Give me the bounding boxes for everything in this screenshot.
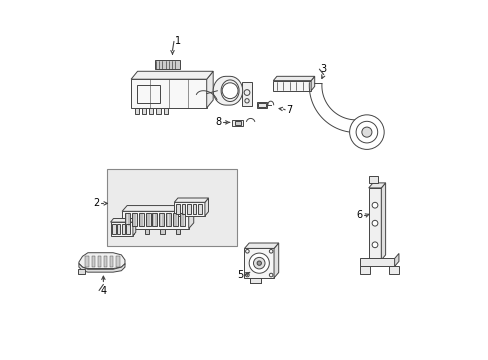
- Polygon shape: [79, 253, 125, 269]
- Bar: [187, 204, 190, 214]
- Polygon shape: [206, 71, 213, 108]
- Bar: [359, 258, 394, 266]
- Bar: [156, 108, 160, 114]
- Polygon shape: [133, 219, 136, 236]
- Bar: [112, 224, 115, 234]
- Circle shape: [361, 127, 371, 137]
- Text: 4: 4: [100, 285, 106, 296]
- Bar: [231, 120, 243, 126]
- Bar: [152, 213, 157, 226]
- Bar: [249, 278, 260, 283]
- Bar: [234, 121, 240, 125]
- Circle shape: [249, 253, 269, 273]
- Bar: [134, 108, 139, 114]
- Bar: [107, 169, 236, 246]
- Polygon shape: [310, 76, 314, 91]
- Polygon shape: [242, 82, 251, 106]
- Bar: [110, 222, 133, 236]
- Bar: [132, 213, 137, 226]
- Bar: [122, 211, 188, 229]
- Bar: [192, 204, 196, 214]
- Bar: [154, 60, 179, 69]
- Bar: [131, 79, 206, 108]
- Text: 5: 5: [237, 270, 243, 280]
- Bar: [198, 204, 201, 214]
- Bar: [368, 176, 378, 183]
- Bar: [149, 108, 153, 114]
- Bar: [163, 108, 167, 114]
- Text: 8: 8: [215, 117, 221, 127]
- Text: 3: 3: [320, 64, 326, 74]
- Polygon shape: [244, 243, 278, 248]
- Circle shape: [371, 242, 377, 248]
- Bar: [368, 188, 381, 260]
- Text: 7: 7: [286, 105, 292, 115]
- Bar: [244, 248, 273, 278]
- Circle shape: [371, 220, 377, 226]
- Bar: [174, 202, 204, 216]
- Bar: [145, 213, 150, 226]
- Bar: [388, 266, 399, 274]
- Bar: [144, 229, 149, 234]
- Bar: [160, 229, 164, 234]
- Polygon shape: [79, 264, 125, 272]
- Bar: [175, 229, 180, 234]
- Bar: [176, 204, 180, 214]
- Bar: [136, 85, 160, 103]
- Circle shape: [355, 121, 377, 143]
- Polygon shape: [381, 183, 385, 260]
- Bar: [172, 213, 178, 226]
- Bar: [103, 256, 107, 267]
- Polygon shape: [368, 183, 385, 188]
- Circle shape: [257, 261, 261, 265]
- Polygon shape: [394, 253, 398, 266]
- Bar: [179, 213, 184, 226]
- Circle shape: [371, 202, 377, 208]
- Bar: [257, 102, 266, 108]
- Circle shape: [222, 83, 238, 99]
- Bar: [117, 224, 120, 234]
- Bar: [182, 204, 185, 214]
- Polygon shape: [122, 206, 193, 211]
- Bar: [166, 213, 171, 226]
- Polygon shape: [213, 76, 242, 105]
- Bar: [126, 224, 129, 234]
- Bar: [85, 256, 89, 267]
- Bar: [159, 213, 164, 226]
- Bar: [258, 103, 265, 107]
- Bar: [359, 266, 369, 274]
- Polygon shape: [188, 206, 193, 229]
- Bar: [139, 213, 143, 226]
- Bar: [125, 213, 130, 226]
- Circle shape: [253, 257, 264, 269]
- Bar: [98, 256, 101, 267]
- Polygon shape: [273, 76, 314, 81]
- Text: 2: 2: [93, 198, 99, 208]
- Polygon shape: [273, 243, 278, 278]
- Circle shape: [349, 115, 384, 149]
- Text: 6: 6: [356, 210, 362, 220]
- Polygon shape: [110, 219, 136, 222]
- Polygon shape: [174, 198, 208, 202]
- Bar: [116, 256, 120, 267]
- Polygon shape: [204, 198, 208, 216]
- Bar: [110, 256, 113, 267]
- Bar: [142, 108, 146, 114]
- Bar: [91, 256, 95, 267]
- Bar: [78, 269, 85, 274]
- Bar: [129, 229, 133, 234]
- Polygon shape: [131, 71, 213, 79]
- Text: 1: 1: [175, 36, 181, 46]
- Bar: [273, 81, 310, 91]
- Bar: [122, 224, 125, 234]
